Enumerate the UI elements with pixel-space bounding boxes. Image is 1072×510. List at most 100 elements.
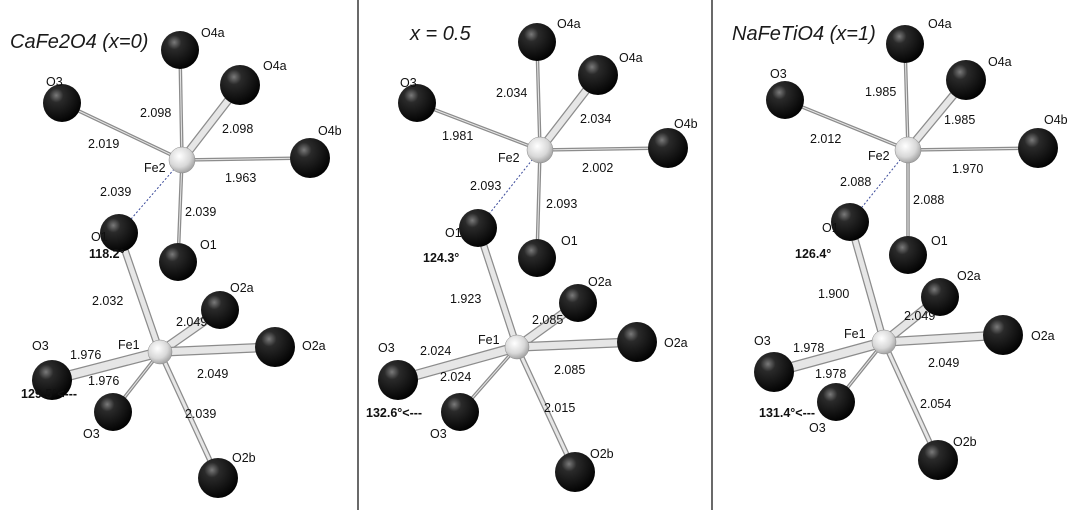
bond-length-fe2-o1-right: 2.088 bbox=[913, 193, 944, 207]
bond-length-fe1-o2a-top: 2.085 bbox=[532, 313, 563, 327]
bond-fe1-o1-left bbox=[475, 225, 520, 350]
atom-label-o3-left: O3 bbox=[754, 334, 771, 348]
bond-length-fe2-o4a-top: 1.985 bbox=[865, 85, 896, 99]
atom-label-o4a-top: O4a bbox=[201, 26, 225, 40]
oxygen-atom-o3-top bbox=[43, 84, 81, 122]
bond-fe1-o1-left bbox=[847, 219, 887, 345]
atom-label-fe1: Fe1 bbox=[118, 338, 140, 352]
atom-label-o1-right: O1 bbox=[200, 238, 217, 252]
bond-fe1-o2b bbox=[158, 350, 220, 480]
iron-atom-fe2 bbox=[526, 136, 554, 164]
bond-length-fe2-o1-left: 2.088 bbox=[840, 175, 871, 189]
atom-label-fe2: Fe2 bbox=[868, 149, 890, 163]
atom-label-o1-right: O1 bbox=[561, 234, 578, 248]
bond-angle-o3: 131.4°<--- bbox=[759, 406, 815, 420]
bond-angle-o1: 124.3° bbox=[423, 251, 459, 265]
oxygen-atom-o3-top bbox=[398, 84, 436, 122]
oxygen-atom-o2b bbox=[918, 440, 958, 480]
bond-length-fe1-o2b: 2.015 bbox=[544, 401, 575, 415]
oxygen-atom-o2a-top bbox=[201, 291, 239, 329]
bond-length-fe2-o4b: 2.002 bbox=[582, 161, 613, 175]
oxygen-atom-o1-right bbox=[518, 239, 556, 277]
bond-length-fe1-o2a-right: 2.049 bbox=[928, 356, 959, 370]
oxygen-atom-o2a-top bbox=[921, 278, 959, 316]
atom-label-o3-left: O3 bbox=[32, 339, 49, 353]
bond-length-fe1-o2a-right: 2.049 bbox=[197, 367, 228, 381]
oxygen-atom-o4a-right bbox=[220, 65, 260, 105]
bond-length-fe2-o4a-top: 2.098 bbox=[140, 106, 171, 120]
oxygen-atom-o4a-right bbox=[946, 60, 986, 100]
bond-angle-o1: 126.4° bbox=[795, 247, 831, 261]
bond-fe2-o1-left bbox=[477, 149, 541, 229]
bond-angle-o3: 129.5°<--- bbox=[21, 387, 77, 401]
oxygen-atom-o4a-top bbox=[518, 23, 556, 61]
bond-length-fe1-o2b: 2.039 bbox=[185, 407, 216, 421]
oxygen-atom-o3-bottom bbox=[817, 383, 855, 421]
oxygen-atom-o1-right bbox=[159, 243, 197, 281]
atom-label-o2b: O2b bbox=[953, 435, 977, 449]
bond-angle-o1: 118.2° bbox=[89, 247, 125, 261]
oxygen-atom-o2b bbox=[198, 458, 238, 498]
atom-label-o4b: O4b bbox=[1044, 113, 1068, 127]
oxygen-atom-o2a-top bbox=[559, 284, 597, 322]
oxygen-atom-o3-bottom bbox=[441, 393, 479, 431]
oxygen-atom-o4b bbox=[1018, 128, 1058, 168]
atom-label-o2a-right: O2a bbox=[302, 339, 326, 353]
bond-fe2-o4b bbox=[181, 157, 311, 161]
atom-label-fe2: Fe2 bbox=[144, 161, 166, 175]
oxygen-atom-o3-left bbox=[754, 352, 794, 392]
bond-length-fe1-o2a-right: 2.085 bbox=[554, 363, 585, 377]
bond-fe1-o2a-right bbox=[513, 338, 641, 351]
bond-length-fe2-o3: 2.019 bbox=[88, 137, 119, 151]
bond-fe1-o1-left bbox=[116, 230, 163, 355]
oxygen-atom-o4b bbox=[648, 128, 688, 168]
atom-label-o4a-top: O4a bbox=[928, 17, 952, 31]
atom-label-fe1: Fe1 bbox=[844, 327, 866, 341]
bond-length-fe2-o4a-top: 2.034 bbox=[496, 86, 527, 100]
bond-length-fe2-o1-right: 2.093 bbox=[546, 197, 577, 211]
atom-label-o2a-top: O2a bbox=[230, 281, 254, 295]
bond-fe1-o3-left bbox=[394, 343, 521, 384]
atom-label-fe2: Fe2 bbox=[498, 151, 520, 165]
oxygen-atom-o4a-top bbox=[161, 31, 199, 69]
bond-length-fe1-o3-left: 2.024 bbox=[420, 344, 451, 358]
atom-label-o3-bottom: O3 bbox=[430, 427, 447, 441]
bond-length-fe2-o1-left: 2.093 bbox=[470, 179, 501, 193]
iron-atom-fe1 bbox=[871, 329, 897, 355]
oxygen-atom-o2a-right bbox=[255, 327, 295, 367]
bond-fe2-o4b bbox=[907, 147, 1039, 151]
atom-label-o3-top: O3 bbox=[46, 75, 63, 89]
bond-length-fe1-o3-bottom: 1.978 bbox=[815, 367, 846, 381]
panel-1: CaFe2O4 (x=0) O4a O4a O3 O4b Fe2 O1 O1 O2a O2a O3 F… bbox=[10, 26, 342, 498]
bond-fe2-o3-top bbox=[61, 102, 183, 161]
bond-angle-o3: 132.6°<--- bbox=[366, 406, 422, 420]
atom-label-o3-top: O3 bbox=[400, 76, 417, 90]
atom-label-o3-left: O3 bbox=[378, 341, 395, 355]
bond-length-fe1-o1: 2.032 bbox=[92, 294, 123, 308]
iron-atom-fe1 bbox=[147, 339, 173, 365]
atom-label-o1-left: O1 bbox=[822, 221, 839, 235]
bond-length-fe1-o3-bottom: 1.976 bbox=[88, 374, 119, 388]
atom-label-o4b: O4b bbox=[674, 117, 698, 131]
bond-length-fe1-o1: 1.900 bbox=[818, 287, 849, 301]
oxygen-atom-o1-left bbox=[831, 203, 869, 241]
bond-length-fe2-o3: 2.012 bbox=[810, 132, 841, 146]
oxygen-atom-o3-top bbox=[766, 81, 804, 119]
oxygen-atom-o4a-right bbox=[578, 55, 618, 95]
bond-fe1-o2b bbox=[882, 340, 940, 462]
atom-label-o2b: O2b bbox=[590, 447, 614, 461]
iron-atom-fe2 bbox=[168, 146, 196, 174]
bond-length-fe2-o3: 1.981 bbox=[442, 129, 473, 143]
bond-length-fe1-o2b: 2.054 bbox=[920, 397, 951, 411]
oxygen-atom-o2b bbox=[555, 452, 595, 492]
bond-length-fe2-o4a-right: 2.034 bbox=[580, 112, 611, 126]
atom-label-o3-bottom: O3 bbox=[809, 421, 826, 435]
oxygen-atom-o4a-top bbox=[886, 25, 924, 63]
bond-length-fe1-o3-bottom: 2.024 bbox=[440, 370, 471, 384]
oxygen-atom-o3-left bbox=[32, 360, 72, 400]
bond-length-fe1-o3-left: 1.976 bbox=[70, 348, 101, 362]
bond-length-fe1-o2a-top: 2.049 bbox=[176, 315, 207, 329]
atom-label-o3-top: O3 bbox=[770, 67, 787, 81]
atom-label-o4a-right: O4a bbox=[263, 59, 287, 73]
